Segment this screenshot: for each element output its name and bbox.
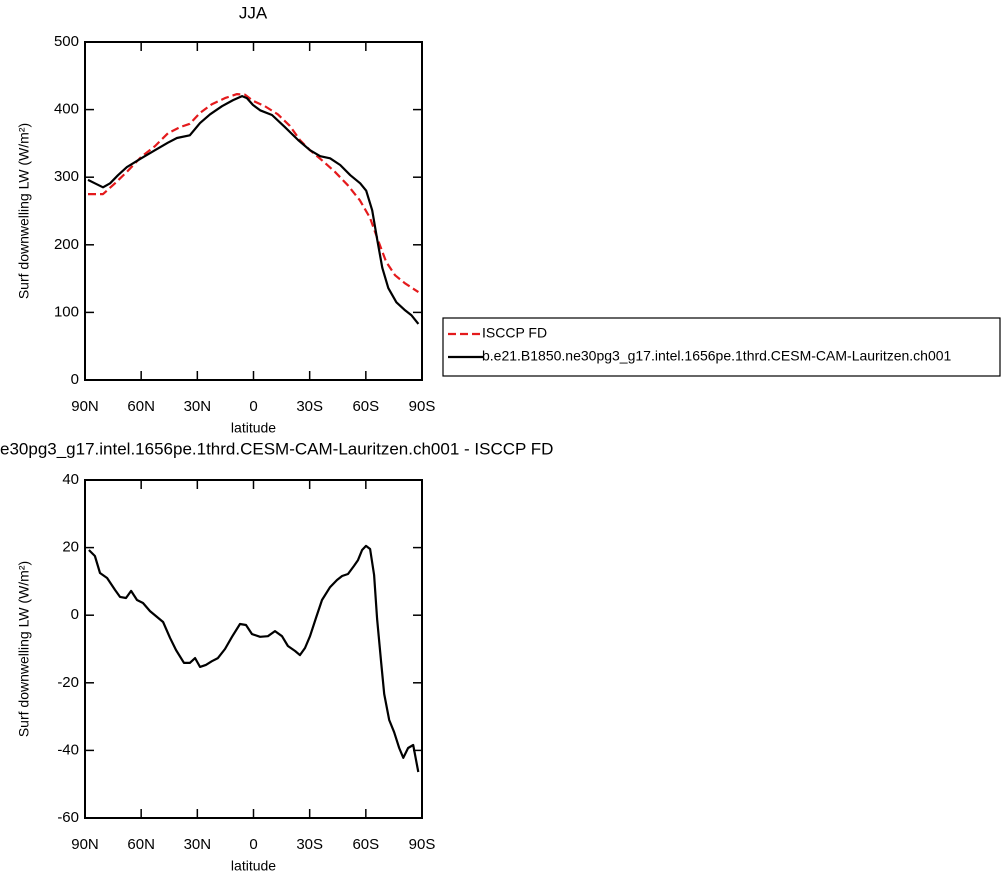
x-tick-label: 0 — [249, 398, 257, 415]
y-tick-label: 0 — [71, 606, 79, 623]
data-line — [88, 544, 420, 773]
x-tick-label: 60S — [352, 398, 379, 415]
chart-title: JJA — [239, 3, 268, 22]
y-tick-label: -20 — [57, 674, 79, 691]
y-tick-label: -40 — [57, 741, 79, 758]
y-tick-label: 20 — [62, 539, 79, 556]
y-tick-label: 300 — [54, 168, 79, 185]
y-tick-label: 200 — [54, 236, 79, 253]
x-tick-label: 90S — [409, 836, 436, 853]
x-tick-label: 30N — [184, 398, 212, 415]
x-axis-label: latitude — [231, 420, 276, 436]
y-axis-label: Surf downwelling LW (W/m²) — [16, 561, 32, 737]
x-tick-label: 30N — [184, 836, 212, 853]
y-tick-label: 0 — [71, 371, 79, 388]
x-tick-label: 90N — [71, 398, 99, 415]
chart-title: e30pg3_g17.intel.1656pe.1thrd.CESM-CAM-L… — [0, 439, 553, 458]
data-line — [88, 93, 420, 294]
y-axis-label: Surf downwelling LW (W/m²) — [16, 123, 32, 299]
x-tick-label: 30S — [296, 836, 323, 853]
y-tick-label: 100 — [54, 303, 79, 320]
legend-label: b.e21.B1850.ne30pg3_g17.intel.1656pe.1th… — [482, 348, 952, 364]
data-line — [87, 95, 420, 325]
y-tick-label: 500 — [54, 33, 79, 50]
y-tick-label: 400 — [54, 101, 79, 118]
plot-frame — [84, 479, 423, 819]
x-tick-label: 30S — [296, 398, 323, 415]
x-tick-label: 60N — [127, 836, 155, 853]
x-tick-label: 60S — [352, 836, 379, 853]
x-tick-label: 0 — [249, 836, 257, 853]
legend-box — [442, 317, 1001, 377]
x-axis-label: latitude — [231, 858, 276, 874]
y-tick-label: 40 — [62, 471, 79, 488]
x-tick-label: 90N — [71, 836, 99, 853]
x-tick-label: 60N — [127, 398, 155, 415]
x-tick-label: 90S — [409, 398, 436, 415]
legend-label: ISCCP FD — [482, 325, 547, 341]
y-tick-label: -60 — [57, 809, 79, 826]
